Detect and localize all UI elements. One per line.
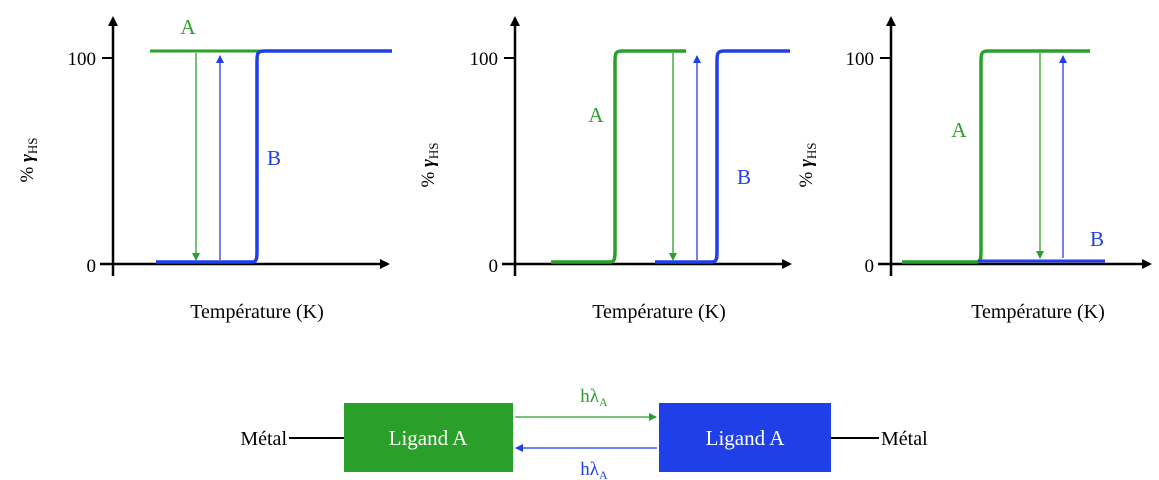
panel-2-tick-label-0: 0	[489, 256, 499, 277]
left-metal-label: Métal	[240, 428, 287, 450]
panel-1-curve-B	[156, 49, 392, 264]
panel-2-label-B: B	[737, 165, 751, 189]
panel-2-y-label: % γHS	[418, 142, 441, 187]
right-metal-label: Métal	[881, 428, 928, 450]
panel-3: 100 0 % γHS Température (K) A B	[796, 16, 1152, 323]
panel-1-tick-label-0: 0	[87, 256, 97, 277]
panel-3-tick-label-100: 100	[846, 49, 875, 70]
panel-2-curve-A	[551, 49, 686, 264]
panel-1-label-B: B	[267, 146, 281, 170]
panel-3-label-B: B	[1090, 227, 1104, 251]
panel-1-x-label: Température (K)	[190, 301, 324, 323]
panel-3-label-A: A	[951, 118, 967, 142]
panel-2-label-A: A	[588, 103, 604, 127]
panel-1: 100 0 % γHS Température (K) A B	[17, 15, 392, 323]
panel-2-tick-label-100: 100	[470, 49, 499, 70]
panel-3-curve-A	[902, 49, 1090, 264]
left-ligand-label: Ligand A	[389, 426, 469, 450]
panel-1-y-label: % γHS	[17, 137, 40, 182]
right-ligand-box	[659, 403, 831, 472]
panel-2-curve-B	[655, 49, 790, 264]
panel-2-x-label: Température (K)	[592, 301, 726, 323]
panel-1-tick-label-100: 100	[68, 49, 97, 70]
panel-3-tick-label-0: 0	[865, 256, 875, 277]
panel-2: 100 0 % γHS Température (K) A B	[418, 16, 792, 323]
switching-scheme: Métal Ligand A Ligand A Métal hλA hλA	[240, 386, 928, 480]
forward-light-label: hλA	[580, 386, 608, 409]
right-ligand-label: Ligand A	[706, 426, 786, 450]
panel-3-y-label: % γHS	[796, 142, 819, 187]
backward-light-label: hλA	[580, 459, 608, 480]
panel-1-label-A: A	[180, 15, 196, 39]
left-ligand-box	[344, 403, 513, 472]
panel-3-x-label: Température (K)	[971, 301, 1105, 323]
